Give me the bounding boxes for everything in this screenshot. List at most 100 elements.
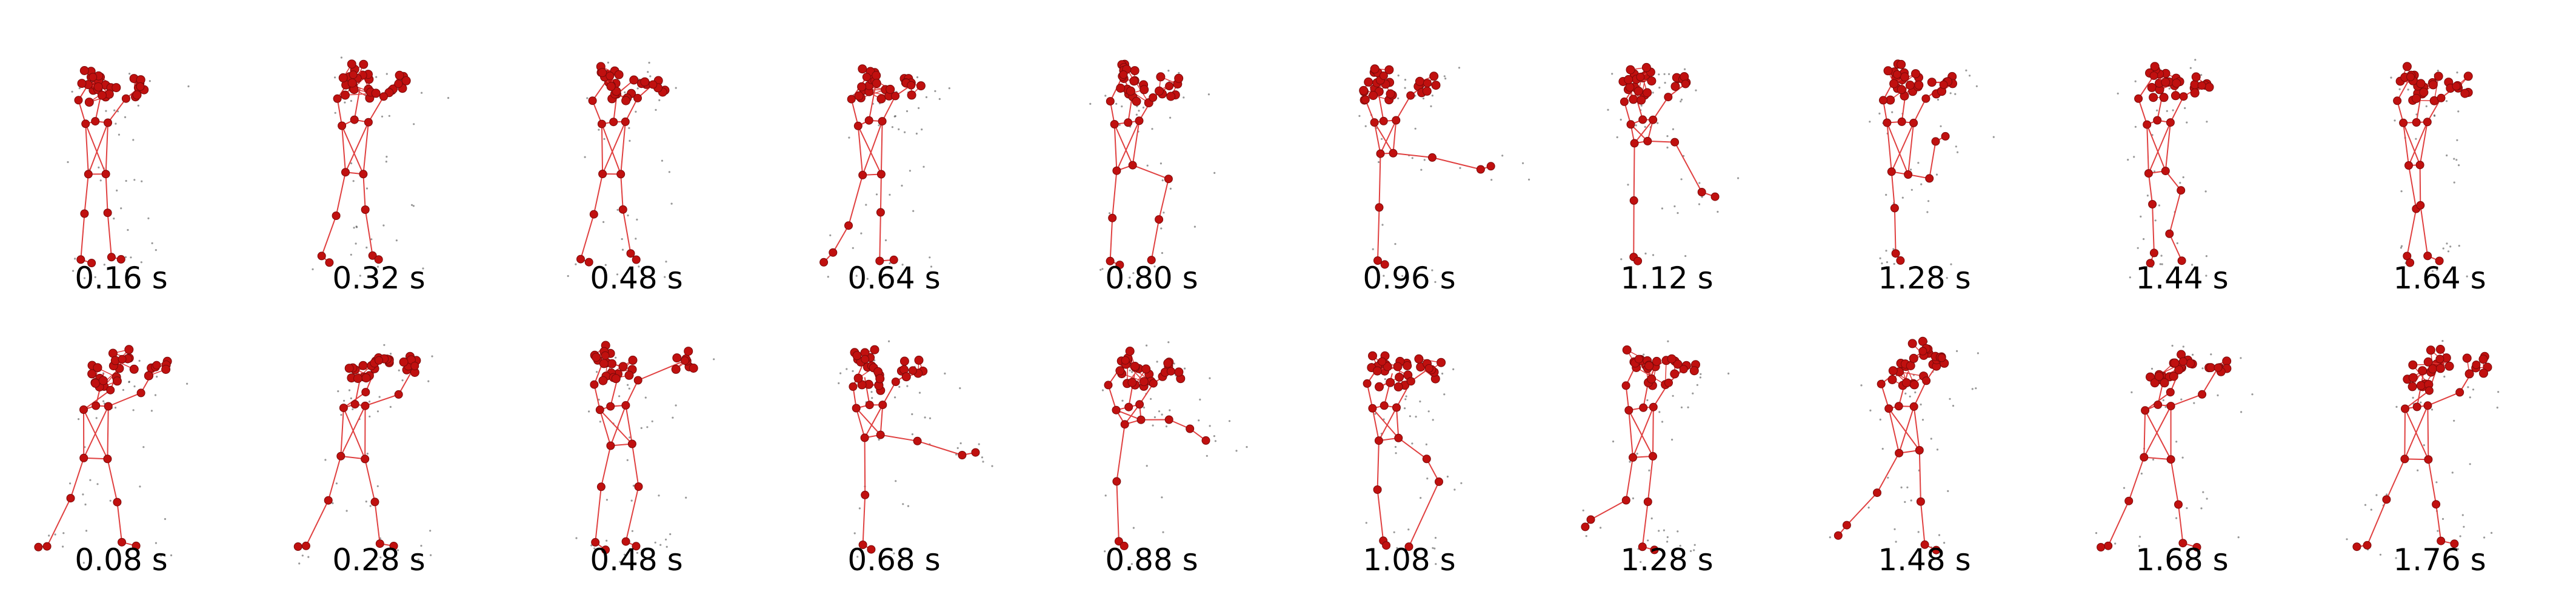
joint-point xyxy=(144,371,153,381)
joint-point xyxy=(878,117,887,126)
frame-time-label: 0.16 s xyxy=(75,261,168,296)
ghost-point xyxy=(1420,497,1422,499)
ghost-point xyxy=(1381,224,1384,226)
bone-line xyxy=(1890,122,1915,172)
bone-line xyxy=(1590,499,1627,521)
ghost-point xyxy=(1415,416,1417,418)
bone-line xyxy=(327,456,342,501)
bone-line xyxy=(857,125,882,175)
ghost-point xyxy=(156,376,158,378)
ghost-point xyxy=(1142,106,1145,109)
ghost-point xyxy=(1384,378,1386,381)
joint-point xyxy=(1907,339,1917,348)
ghost-point xyxy=(654,541,656,544)
ghost-point xyxy=(658,494,660,497)
ghost-point xyxy=(1582,509,1584,511)
joint-point xyxy=(595,405,604,415)
ghost-point xyxy=(1737,177,1740,179)
ghost-point xyxy=(2240,357,2242,359)
joint-point xyxy=(410,361,419,370)
frame-time-label: 0.08 s xyxy=(75,542,168,578)
ghost-point xyxy=(2168,87,2171,90)
joint-point xyxy=(916,81,926,91)
ghost-point xyxy=(621,248,624,251)
joint-point xyxy=(2424,455,2433,464)
ghost-point xyxy=(1657,122,1659,124)
ghost-point xyxy=(2466,275,2468,278)
joint-point xyxy=(1104,381,1113,390)
ghost-point xyxy=(2424,279,2426,281)
joint-point xyxy=(317,251,326,261)
joint-point xyxy=(2153,116,2162,125)
joint-point xyxy=(2402,62,2412,72)
joint-point xyxy=(1586,515,1595,524)
ghost-point xyxy=(340,56,342,59)
ghost-point xyxy=(1636,453,1638,455)
joint-point xyxy=(347,59,356,69)
ghost-point xyxy=(606,499,608,501)
joint-point xyxy=(1641,62,1651,72)
ghost-point xyxy=(1936,448,1939,451)
frame-time-label: 0.96 s xyxy=(1363,261,1456,296)
ghost-point xyxy=(334,76,336,79)
ghost-point xyxy=(427,380,430,382)
joint-point xyxy=(2435,355,2444,364)
joint-point xyxy=(2186,359,2195,368)
ghost-point xyxy=(2156,109,2158,112)
joint-point xyxy=(1643,136,1652,145)
joint-point xyxy=(87,259,96,267)
ghost-point xyxy=(1677,530,1679,533)
bone-line xyxy=(620,121,626,175)
joint-point xyxy=(2179,92,2188,101)
bone-line xyxy=(341,125,346,173)
joint-point xyxy=(1889,79,1899,88)
ghost-point xyxy=(113,109,116,112)
joint-point xyxy=(1629,196,1638,205)
ghost-point xyxy=(628,387,630,390)
pose-frame-panel: 1.28 s xyxy=(1564,336,1818,597)
ghost-point xyxy=(1879,257,1881,259)
ghost-point xyxy=(1131,371,1133,373)
joint-point xyxy=(601,351,610,360)
joint-point xyxy=(1361,95,1370,104)
bone-line xyxy=(2147,173,2154,205)
bone-line xyxy=(2138,75,2155,99)
joint-point xyxy=(1370,64,1380,74)
joint-point xyxy=(2424,386,2434,395)
ghost-point xyxy=(395,239,398,242)
bone-line xyxy=(1116,409,1141,421)
ghost-point xyxy=(1652,254,1655,256)
bone-line xyxy=(2404,390,2430,410)
ghost-point xyxy=(132,409,135,411)
joint-point xyxy=(1581,522,1590,531)
joint-point xyxy=(819,258,829,267)
ghost-point xyxy=(615,356,617,359)
ghost-point xyxy=(1169,187,1172,190)
ghost-point xyxy=(2400,247,2402,249)
joint-point xyxy=(1633,86,1643,96)
bone-line xyxy=(1907,122,1915,175)
pose-frame-panel: 1.64 s xyxy=(2337,52,2576,312)
joint-point xyxy=(1106,97,1115,106)
ghost-point xyxy=(1198,419,1200,422)
ghost-point xyxy=(1663,73,1666,75)
ghost-point xyxy=(397,549,399,551)
joint-point xyxy=(606,441,615,450)
joint-point xyxy=(913,436,922,445)
ghost-point xyxy=(124,256,127,258)
pose-skeleton xyxy=(2390,62,2473,281)
bone-line xyxy=(1432,156,1481,170)
ghost-point xyxy=(1971,388,1974,390)
ghost-point xyxy=(636,87,639,90)
joint-point xyxy=(858,541,867,549)
ghost-point xyxy=(1892,248,1895,250)
joint-point xyxy=(88,73,98,82)
bone-line xyxy=(2404,408,2429,460)
bone-line xyxy=(864,438,866,495)
joint-point xyxy=(2393,96,2402,105)
ghost-point xyxy=(1664,82,1666,84)
joint-point xyxy=(2160,378,2169,388)
joint-point xyxy=(614,70,624,79)
ghost-point xyxy=(133,179,136,181)
ghost-point xyxy=(626,459,629,461)
